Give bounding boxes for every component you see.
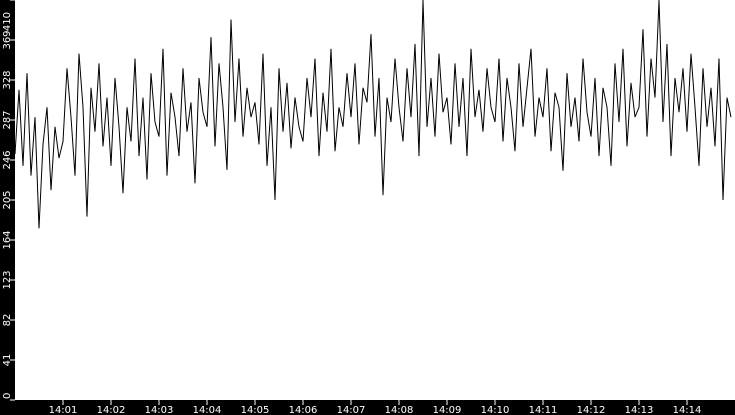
- x-tick-label: 14:12: [577, 405, 606, 415]
- plot-area: [15, 0, 735, 400]
- x-tick-label: 14:07: [337, 405, 366, 415]
- series-line-0: [14, 0, 732, 229]
- y-tick-label: 246: [2, 150, 13, 169]
- y-tick-label: 369: [2, 30, 13, 49]
- x-tick-label: 14:13: [625, 405, 654, 415]
- x-tick-label: 14:03: [145, 405, 174, 415]
- x-tick-label: 14:06: [289, 405, 318, 415]
- y-tick-label: 164: [2, 230, 13, 249]
- y-tick-label: 287: [2, 110, 13, 129]
- x-tick-label: 14:02: [97, 405, 126, 415]
- x-tick-label: 14:11: [529, 405, 558, 415]
- x-tick-label: 14:14: [673, 405, 702, 415]
- series-group: [14, 0, 732, 229]
- x-tick-label: 14:04: [193, 405, 222, 415]
- x-tick-label: 14:05: [241, 405, 270, 415]
- y-tick-label: 410: [2, 12, 13, 31]
- y-tick-label: 0: [2, 393, 13, 399]
- y-tick-label: 328: [2, 70, 13, 89]
- y-tick-label: 82: [2, 314, 13, 327]
- x-tick-label: 14:01: [49, 405, 78, 415]
- y-tick-label: 205: [2, 190, 13, 209]
- x-tick-label: 14:09: [433, 405, 462, 415]
- x-axis: 14:01 14:02 14:03 14:04 14:05 14:06 14:07 14:08…: [49, 400, 702, 415]
- y-tick-label: 41: [2, 354, 13, 367]
- x-tick-label: 14:08: [385, 405, 414, 415]
- y-tick-label: 123: [2, 270, 13, 289]
- x-tick-label: 14:10: [481, 405, 510, 415]
